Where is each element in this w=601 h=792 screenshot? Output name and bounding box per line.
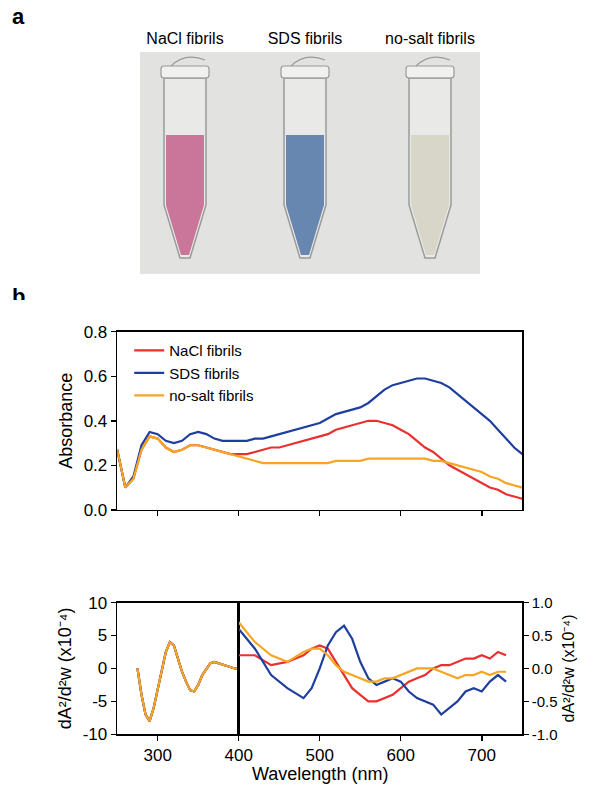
svg-text:dA²/d²w (x10⁻⁴): dA²/d²w (x10⁻⁴) [560, 614, 577, 722]
svg-text:0.0: 0.0 [532, 660, 553, 677]
svg-text:0: 0 [98, 659, 107, 678]
svg-text:no-salt fibrils: no-salt fibrils [169, 387, 253, 404]
svg-text:SDS fibrils: SDS fibrils [169, 365, 239, 382]
svg-text:-0.5: -0.5 [532, 693, 558, 710]
svg-text:0.0: 0.0 [84, 501, 108, 520]
svg-text:700: 700 [468, 746, 496, 765]
svg-text:no-salt fibrils: no-salt fibrils [385, 30, 475, 47]
svg-text:0.5: 0.5 [532, 627, 553, 644]
svg-text:10: 10 [88, 594, 107, 613]
html-text:b: b [12, 284, 26, 309]
svg-text:-5: -5 [92, 692, 107, 711]
svg-text:Absorbance: Absorbance [56, 373, 76, 469]
svg-text:-1.0: -1.0 [532, 726, 558, 743]
svg-text:5: 5 [98, 626, 107, 645]
svg-text:0.2: 0.2 [84, 456, 108, 475]
svg-text:NaCl fibrils: NaCl fibrils [146, 30, 223, 47]
svg-text:dA²/d²w (x10⁻⁴): dA²/d²w (x10⁻⁴) [55, 608, 75, 730]
svg-text:500: 500 [306, 746, 334, 765]
svg-text:SDS fibrils: SDS fibrils [268, 30, 343, 47]
svg-text:1.0: 1.0 [532, 594, 553, 611]
svg-text:300: 300 [144, 746, 172, 765]
svg-text:400: 400 [225, 746, 253, 765]
svg-text:-10: -10 [83, 725, 108, 744]
svg-text:0.8: 0.8 [84, 323, 108, 342]
svg-text:0.4: 0.4 [84, 412, 108, 431]
svg-text:600: 600 [387, 746, 415, 765]
svg-text:NaCl fibrils: NaCl fibrils [169, 342, 242, 359]
svg-text:Wavelength (nm): Wavelength (nm) [252, 764, 388, 784]
svg-text:0.6: 0.6 [84, 367, 108, 386]
svg-text:a: a [12, 4, 25, 29]
